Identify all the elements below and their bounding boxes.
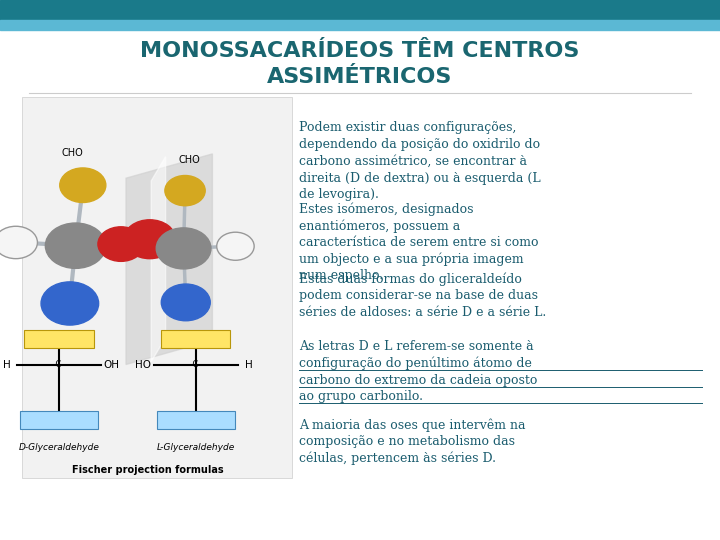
Text: —C—: —C— <box>184 360 207 369</box>
Text: A maioria das oses que intervêm na: A maioria das oses que intervêm na <box>299 418 526 432</box>
Text: CHO: CHO <box>47 334 71 344</box>
FancyBboxPatch shape <box>161 330 230 348</box>
Bar <box>0 0 720 21</box>
Text: CHO: CHO <box>184 334 208 344</box>
FancyBboxPatch shape <box>24 330 94 348</box>
Text: enantiómeros, possuem a: enantiómeros, possuem a <box>299 219 460 233</box>
Circle shape <box>41 282 99 325</box>
Text: células, pertencem às séries D.: células, pertencem às séries D. <box>299 452 496 465</box>
Text: H: H <box>245 360 252 369</box>
Circle shape <box>156 228 211 269</box>
Text: CH₂OH: CH₂OH <box>48 332 78 341</box>
Text: —C—: —C— <box>48 360 71 369</box>
Circle shape <box>161 284 210 321</box>
Circle shape <box>45 223 106 268</box>
Text: num espelho.: num espelho. <box>299 269 383 282</box>
Text: carbono do extremo da cadeia oposto: carbono do extremo da cadeia oposto <box>299 374 537 387</box>
Text: composição e no metabolismo das: composição e no metabolismo das <box>299 435 515 448</box>
Circle shape <box>217 232 254 260</box>
Text: CH₂OH: CH₂OH <box>40 415 78 425</box>
Text: MONOSSACARÍDEOS TÊM CENTROS: MONOSSACARÍDEOS TÊM CENTROS <box>140 41 580 62</box>
FancyBboxPatch shape <box>157 411 235 429</box>
Text: Estas duas formas do gliceraldeído: Estas duas formas do gliceraldeído <box>299 273 522 286</box>
Circle shape <box>124 220 176 259</box>
Text: séries de aldoses: a série D e a série L.: séries de aldoses: a série D e a série L… <box>299 306 546 319</box>
Text: configuração do penúltimo átomo de: configuração do penúltimo átomo de <box>299 357 531 370</box>
Text: Fischer projection formulas: Fischer projection formulas <box>72 465 223 475</box>
Circle shape <box>98 227 144 261</box>
Text: HO: HO <box>135 360 151 369</box>
Text: um objecto e a sua própria imagem: um objecto e a sua própria imagem <box>299 253 523 266</box>
Text: H: H <box>3 360 10 369</box>
Text: dependendo da posição do oxidrilo do: dependendo da posição do oxidrilo do <box>299 138 540 151</box>
Circle shape <box>0 226 37 259</box>
Text: ASSIMÉTRICOS: ASSIMÉTRICOS <box>267 66 453 87</box>
Text: CHO: CHO <box>61 148 83 158</box>
Polygon shape <box>151 157 166 362</box>
Text: CH₂OH: CH₂OH <box>176 415 215 425</box>
Text: ao grupo carbonilo.: ao grupo carbonilo. <box>299 390 423 403</box>
Text: carbono assimétrico, se encontrar à: carbono assimétrico, se encontrar à <box>299 155 527 168</box>
Text: H: H <box>232 242 239 251</box>
Circle shape <box>60 168 106 202</box>
Text: OH: OH <box>142 235 158 244</box>
Polygon shape <box>126 154 212 364</box>
Text: H: H <box>12 238 19 247</box>
Text: de levogira).: de levogira). <box>299 188 379 201</box>
Circle shape <box>165 176 205 206</box>
Text: CHO: CHO <box>179 154 200 165</box>
Text: D-Glyceraldehyde: D-Glyceraldehyde <box>19 443 99 452</box>
Text: OH: OH <box>104 360 120 369</box>
Text: direita (D de dextra) ou à esquerda (L: direita (D de dextra) ou à esquerda (L <box>299 172 541 185</box>
FancyBboxPatch shape <box>22 97 292 478</box>
Text: As letras D e L referem-se somente à: As letras D e L referem-se somente à <box>299 340 534 353</box>
FancyBboxPatch shape <box>20 411 98 429</box>
Text: Estes isómeros, designados: Estes isómeros, designados <box>299 202 473 216</box>
Text: Podem existir duas configurações,: Podem existir duas configurações, <box>299 122 516 134</box>
Text: CH₂OH: CH₂OH <box>176 330 206 340</box>
Bar <box>0 20 720 30</box>
Text: OH: OH <box>114 240 128 248</box>
Text: L-Glyceraldehyde: L-Glyceraldehyde <box>157 443 235 452</box>
Text: podem considerar-se na base de duas: podem considerar-se na base de duas <box>299 289 538 302</box>
Text: característica de serem entre si como: característica de serem entre si como <box>299 236 539 249</box>
